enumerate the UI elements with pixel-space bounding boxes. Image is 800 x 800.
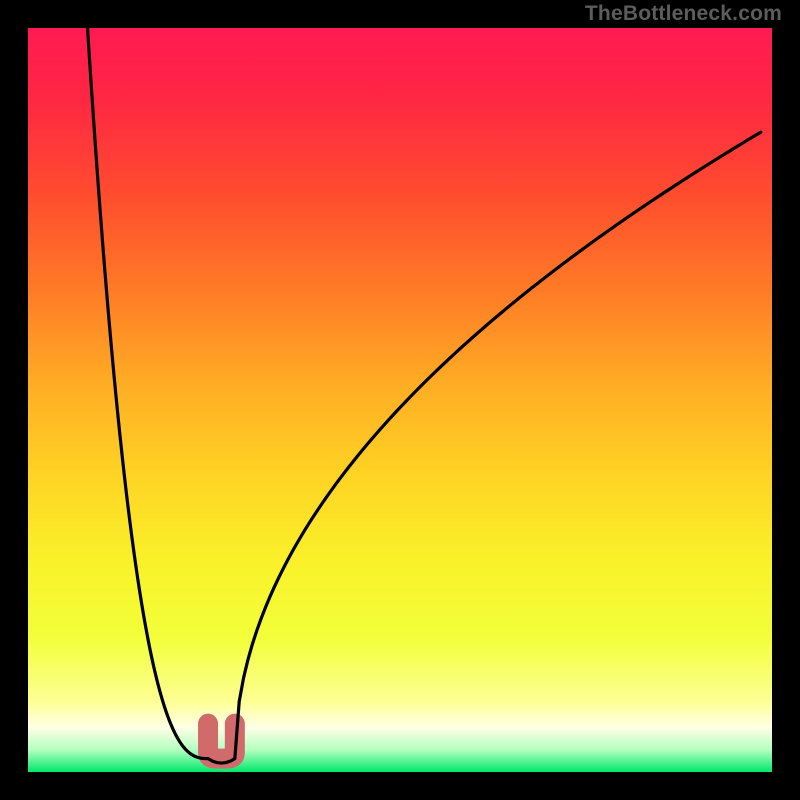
bottleneck-chart [28,28,772,772]
gradient-background [28,28,772,772]
watermark-text: TheBottleneck.com [585,2,782,26]
plot-area [28,28,772,772]
chart-frame: TheBottleneck.com [0,0,800,800]
